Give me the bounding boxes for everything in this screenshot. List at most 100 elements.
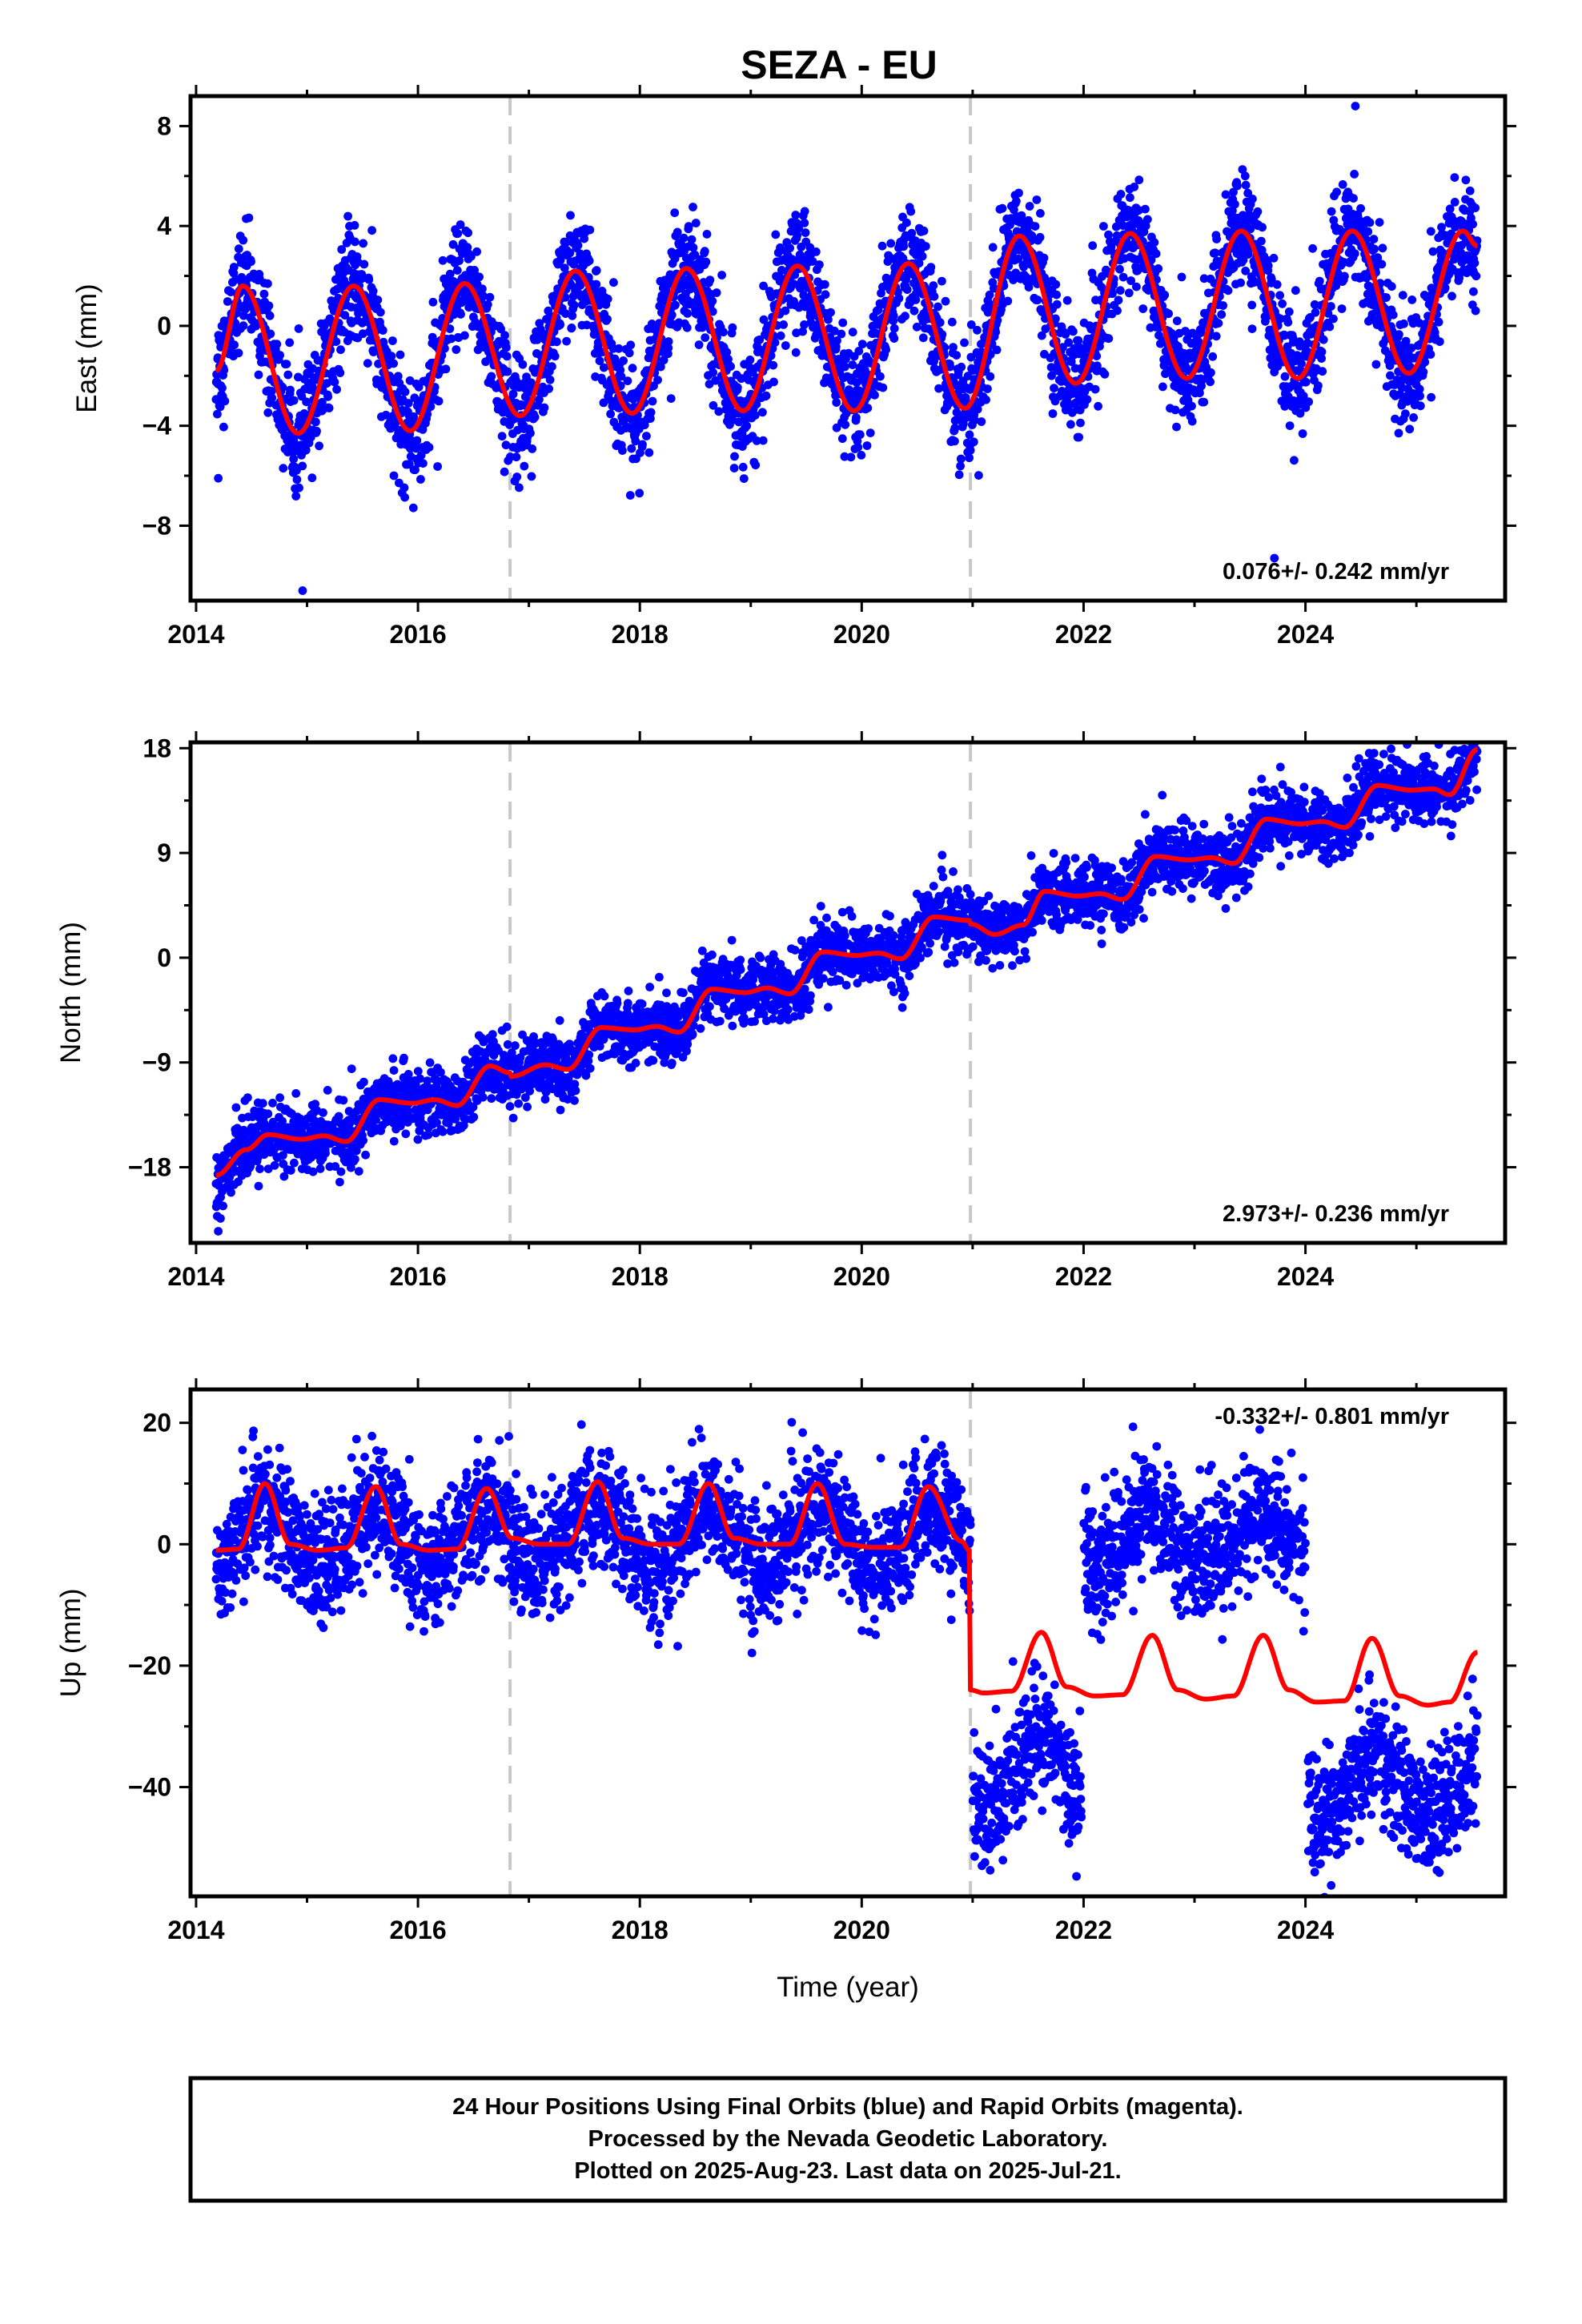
rate-annotation: 0.076+/- 0.242 mm/yr — [1223, 559, 1449, 585]
data-point — [340, 311, 350, 320]
data-point — [855, 430, 865, 440]
data-point — [1283, 318, 1293, 327]
data-point — [614, 344, 624, 353]
data-point — [1426, 350, 1435, 359]
data-point — [1434, 317, 1443, 327]
data-point — [644, 448, 654, 457]
data-point — [709, 368, 717, 377]
data-point — [969, 437, 978, 447]
data-point — [1158, 382, 1167, 392]
data-point — [870, 390, 879, 400]
data-point — [1450, 173, 1460, 183]
data-point — [1301, 377, 1311, 387]
data-point — [1069, 327, 1078, 336]
data-point — [336, 345, 345, 355]
data-point — [401, 1129, 411, 1139]
data-point — [1405, 424, 1415, 434]
data-point — [1017, 211, 1026, 220]
y-tick-label: −4 — [143, 412, 172, 440]
data-point — [1370, 244, 1379, 254]
data-point — [791, 211, 801, 219]
data-point — [837, 434, 847, 444]
data-point — [1126, 193, 1134, 203]
data-point — [295, 483, 303, 493]
data-point — [347, 1064, 356, 1073]
data-point — [511, 1041, 520, 1051]
data-point — [302, 397, 311, 407]
data-point — [561, 309, 570, 318]
y-tick-label: 4 — [157, 211, 171, 240]
data-point — [1285, 421, 1295, 430]
data-point — [815, 260, 824, 269]
data-point — [1319, 335, 1328, 344]
data-point — [556, 1105, 565, 1115]
data-point — [400, 387, 410, 396]
data-point — [956, 454, 966, 464]
data-point — [758, 436, 768, 445]
data-point — [683, 309, 693, 318]
data-point — [321, 1148, 330, 1158]
data-point — [1461, 175, 1471, 185]
data-point — [552, 337, 561, 347]
data-point — [506, 452, 515, 461]
data-point — [286, 385, 295, 395]
data-point — [1471, 306, 1480, 316]
data-point — [254, 370, 263, 380]
data-point — [544, 384, 553, 393]
data-point — [1297, 359, 1306, 368]
data-point — [1025, 202, 1034, 211]
data-point — [919, 226, 929, 235]
data-point — [1130, 183, 1139, 191]
data-point — [781, 341, 790, 350]
data-point — [1039, 253, 1049, 263]
data-point — [311, 417, 320, 427]
data-point — [838, 318, 848, 328]
data-point — [359, 1077, 368, 1087]
data-point — [312, 426, 321, 436]
data-point — [457, 298, 466, 308]
x-tick-label: 2024 — [1277, 620, 1334, 649]
data-point — [1014, 188, 1023, 198]
data-point — [606, 409, 615, 419]
data-point — [1450, 198, 1460, 207]
data-point — [631, 436, 640, 446]
data-point — [941, 296, 950, 306]
data-point — [950, 436, 959, 446]
data-point — [301, 445, 311, 455]
data-point — [1048, 409, 1058, 418]
data-point — [270, 1160, 279, 1170]
data-point — [1426, 227, 1435, 236]
data-point — [514, 1099, 523, 1108]
data-point — [1206, 377, 1215, 387]
data-point — [1325, 322, 1335, 332]
data-point — [1187, 401, 1196, 411]
data-point — [561, 238, 571, 247]
data-point — [1217, 310, 1227, 320]
data-point — [478, 1092, 488, 1102]
data-point — [1052, 300, 1062, 309]
data-point — [708, 307, 717, 316]
data-point — [1253, 207, 1263, 216]
data-point — [243, 1093, 252, 1102]
data-point — [759, 281, 768, 291]
data-point — [1212, 235, 1221, 243]
data-point — [687, 235, 697, 244]
data-point — [877, 241, 887, 251]
data-point — [1114, 296, 1123, 305]
data-point — [666, 394, 676, 403]
data-point — [1356, 203, 1365, 213]
data-point — [527, 472, 536, 481]
data-point — [1240, 171, 1250, 181]
data-point — [592, 266, 601, 275]
data-point — [934, 384, 943, 393]
data-point — [289, 396, 299, 405]
data-point — [239, 321, 248, 331]
data-point — [1088, 241, 1098, 251]
data-point — [389, 1066, 399, 1075]
data-point — [291, 1089, 301, 1098]
data-point — [512, 472, 522, 481]
data-point — [434, 396, 444, 406]
data-point — [938, 276, 946, 286]
data-point — [1349, 194, 1358, 203]
data-point — [917, 251, 927, 261]
